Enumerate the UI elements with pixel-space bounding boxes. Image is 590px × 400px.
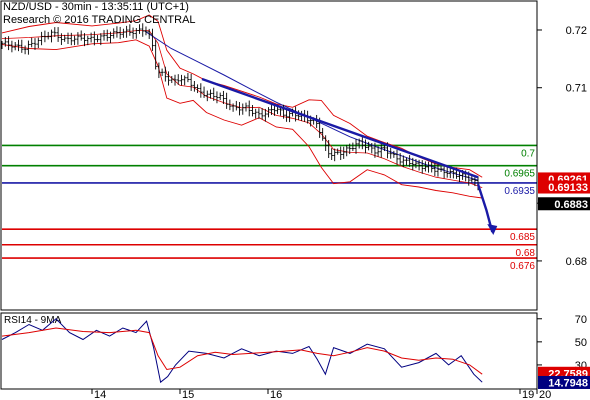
price-tag-box [538,180,590,194]
rsi-tag-box [538,375,590,389]
x-axis-label: 16 [270,389,282,400]
rsi-axis-label: 50 [575,337,587,349]
bollinger-mid-line [1,30,483,188]
rsi-frame [0,312,538,390]
price-panel: 0.7 0.6965 0.6935 0.685 0.68 0.676 [0,14,537,272]
price-tag-label: 0.6883 [554,199,588,211]
rsi-tag-label: 14.7948 [548,377,588,389]
copyright-text: Research © 2016 TRADING CENTRAL [3,14,196,26]
rsi-axis-label: 70 [575,314,587,326]
trendline [201,77,479,179]
x-axis-label: 14 [94,389,106,400]
level-label: 0.7 [521,148,535,159]
rsi-title: RSI14 - 9MA [4,315,62,326]
level-label: 0.6935 [504,186,535,197]
x-axis-label: 19 [522,389,534,400]
moving-average-line [144,30,479,181]
chart-title: NZD/USD - 30min - 13:35:11 (UTC+1) [3,1,189,13]
x-axis-label: 20 [539,389,551,400]
price-axis-label: 0.72 [566,25,587,37]
price-axis-label: 0.68 [566,256,587,268]
x-axis-label: 15 [182,389,194,400]
rsi-series-line [1,318,483,384]
forecast-arrow-head [487,224,498,236]
level-label: 0.685 [510,232,535,243]
level-label: 0.676 [510,261,535,272]
price-tag-label: 0.69133 [548,182,588,194]
rsi-panel: RSI14 - 9MA [1,315,483,384]
price-tag-box [538,197,590,211]
price-axis-label: 0.71 [566,83,587,95]
level-label: 0.6965 [504,169,535,180]
price-frame [0,0,538,311]
rsi-series-line [1,327,483,375]
level-label: 0.68 [516,248,536,259]
bollinger-lower-line [1,39,483,199]
